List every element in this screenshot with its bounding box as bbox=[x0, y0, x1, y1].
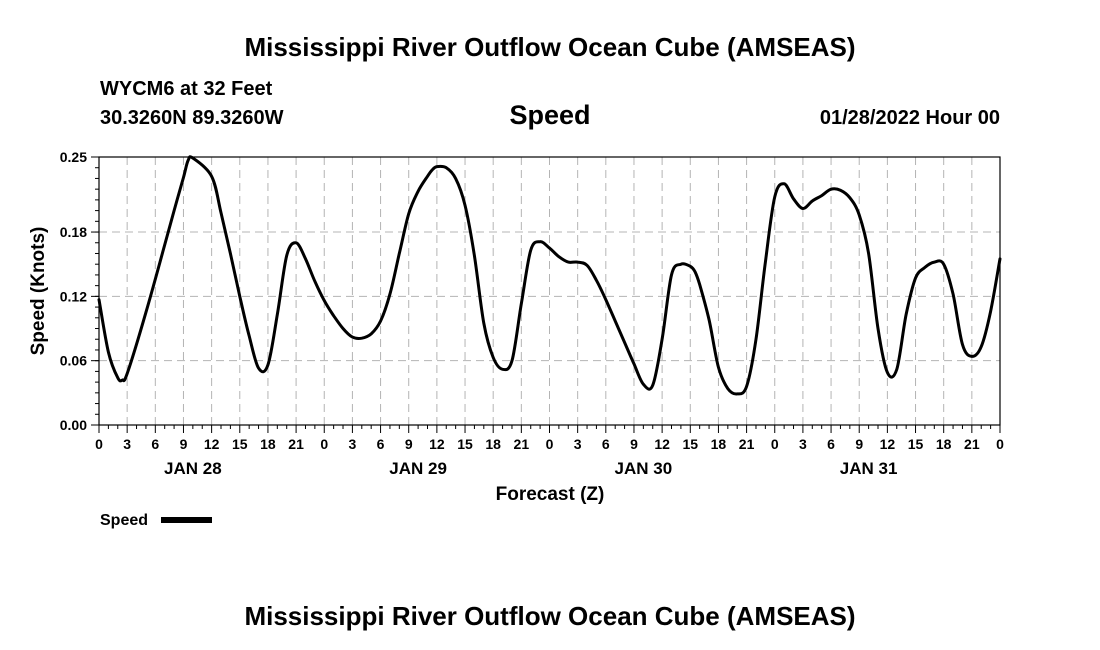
x-tick-label: 6 bbox=[151, 436, 159, 452]
x-tick-label: 12 bbox=[429, 436, 445, 452]
y-tick-label: 0.12 bbox=[60, 288, 87, 304]
chart-main-title: Mississippi River Outflow Ocean Cube (AM… bbox=[244, 32, 855, 62]
day-label: JAN 29 bbox=[389, 459, 447, 478]
x-tick-label: 0 bbox=[771, 436, 779, 452]
x-tick-label: 15 bbox=[232, 436, 248, 452]
x-tick-label: 0 bbox=[546, 436, 554, 452]
x-tick-label: 18 bbox=[260, 436, 276, 452]
x-tick-label: 9 bbox=[855, 436, 863, 452]
x-tick-label: 12 bbox=[204, 436, 220, 452]
location-label: 30.3260N 89.3260W bbox=[100, 107, 284, 129]
x-tick-label: 9 bbox=[405, 436, 413, 452]
y-tick-label: 0.25 bbox=[60, 149, 87, 165]
x-tick-label: 18 bbox=[485, 436, 501, 452]
day-label: JAN 31 bbox=[840, 459, 898, 478]
x-axis-title: Forecast (Z) bbox=[496, 484, 605, 505]
x-tick-label: 0 bbox=[95, 436, 103, 452]
x-tick-label: 6 bbox=[377, 436, 385, 452]
x-tick-label: 18 bbox=[936, 436, 952, 452]
x-tick-label: 9 bbox=[180, 436, 188, 452]
legend-label: Speed bbox=[100, 512, 148, 529]
x-tick-label: 3 bbox=[574, 436, 582, 452]
x-tick-label: 6 bbox=[827, 436, 835, 452]
x-tick-label: 3 bbox=[123, 436, 131, 452]
series-lines bbox=[97, 155, 1002, 396]
x-tick-label: 21 bbox=[739, 436, 755, 452]
datetime-label: 01/28/2022 Hour 00 bbox=[820, 107, 1000, 129]
x-tick-label: 0 bbox=[320, 436, 328, 452]
day-label: JAN 28 bbox=[164, 459, 222, 478]
x-tick-label: 21 bbox=[514, 436, 530, 452]
x-tick-label: 15 bbox=[457, 436, 473, 452]
x-tick-label: 18 bbox=[711, 436, 727, 452]
x-tick-label: 15 bbox=[908, 436, 924, 452]
x-tick-label: 3 bbox=[349, 436, 357, 452]
x-tick-label: 0 bbox=[996, 436, 1004, 452]
y-tick-label: 0.06 bbox=[60, 353, 87, 369]
legend: Speed bbox=[100, 512, 212, 529]
x-tick-label: 3 bbox=[799, 436, 807, 452]
y-tick-label: 0.00 bbox=[60, 417, 87, 433]
grid-lines bbox=[99, 156, 1000, 425]
x-tick-label: 12 bbox=[880, 436, 896, 452]
y-tick-label: 0.18 bbox=[60, 224, 87, 240]
x-tick-label: 21 bbox=[964, 436, 980, 452]
tick-labels: 0.00 0.06 0.12 0.18 0.25 0 3 6 9 12 15 18 21 0 3 6 9 12 15… bbox=[60, 149, 1004, 478]
day-label: JAN 30 bbox=[615, 459, 673, 478]
station-label: WYCM6 at 32 Feet bbox=[100, 78, 273, 100]
tick-marks bbox=[91, 156, 1001, 433]
speed-series-line bbox=[97, 155, 1002, 396]
chart-title: Speed bbox=[509, 100, 590, 130]
x-tick-label: 21 bbox=[288, 436, 304, 452]
x-tick-label: 12 bbox=[654, 436, 670, 452]
y-axis-title: Speed (Knots) bbox=[28, 227, 49, 356]
x-tick-label: 15 bbox=[682, 436, 698, 452]
x-tick-label: 9 bbox=[630, 436, 638, 452]
x-tick-label: 6 bbox=[602, 436, 610, 452]
chart-bottom-title: Mississippi River Outflow Ocean Cube (AM… bbox=[244, 601, 855, 631]
